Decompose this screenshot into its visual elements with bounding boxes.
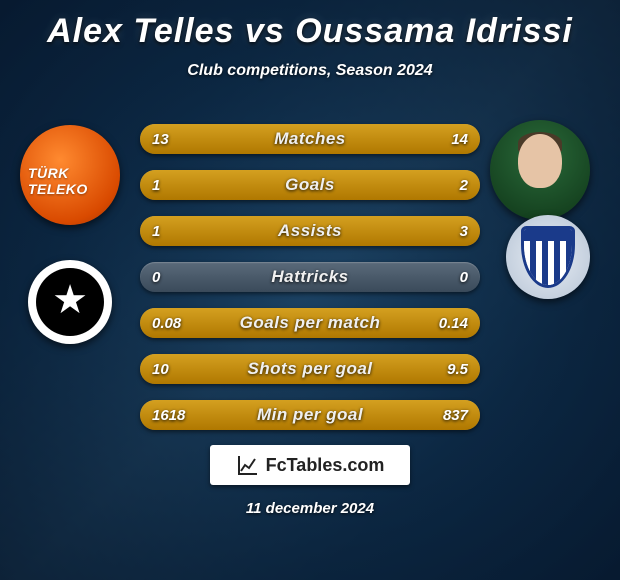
player-left-club-badge: ★ bbox=[28, 260, 112, 344]
footer-brand-badge[interactable]: FcTables.com bbox=[210, 445, 410, 485]
stat-label: Assists bbox=[140, 216, 480, 246]
stat-row: 13Assists bbox=[140, 216, 480, 246]
club-badge-inner: ★ bbox=[36, 268, 104, 336]
chart-icon bbox=[236, 453, 260, 477]
player-left-avatar bbox=[20, 125, 120, 225]
stat-row: 00Hattricks bbox=[140, 262, 480, 292]
avatar-face bbox=[518, 134, 562, 188]
stat-label: Matches bbox=[140, 124, 480, 154]
shield-icon bbox=[521, 226, 575, 288]
stat-label: Min per goal bbox=[140, 400, 480, 430]
footer-brand-text: FcTables.com bbox=[266, 455, 385, 476]
stat-row: 1618837Min per goal bbox=[140, 400, 480, 430]
page-subtitle: Club competitions, Season 2024 bbox=[0, 62, 620, 80]
shield-stripes bbox=[524, 241, 572, 285]
stats-bars-container: 1314Matches 12Goals 13Assists 00Hattricks 0.… bbox=[140, 124, 480, 446]
player-right-club-badge bbox=[506, 215, 590, 299]
stat-row: 109.5Shots per goal bbox=[140, 354, 480, 384]
stat-label: Hattricks bbox=[140, 262, 480, 292]
stat-label: Goals per match bbox=[140, 308, 480, 338]
star-icon: ★ bbox=[52, 280, 88, 320]
player-right-avatar bbox=[490, 120, 590, 220]
stat-row: 1314Matches bbox=[140, 124, 480, 154]
footer-date: 11 december 2024 bbox=[0, 500, 620, 517]
stat-label: Shots per goal bbox=[140, 354, 480, 384]
stat-row: 12Goals bbox=[140, 170, 480, 200]
stat-label: Goals bbox=[140, 170, 480, 200]
stat-row: 0.080.14Goals per match bbox=[140, 308, 480, 338]
page-title: Alex Telles vs Oussama Idrissi bbox=[0, 12, 620, 51]
